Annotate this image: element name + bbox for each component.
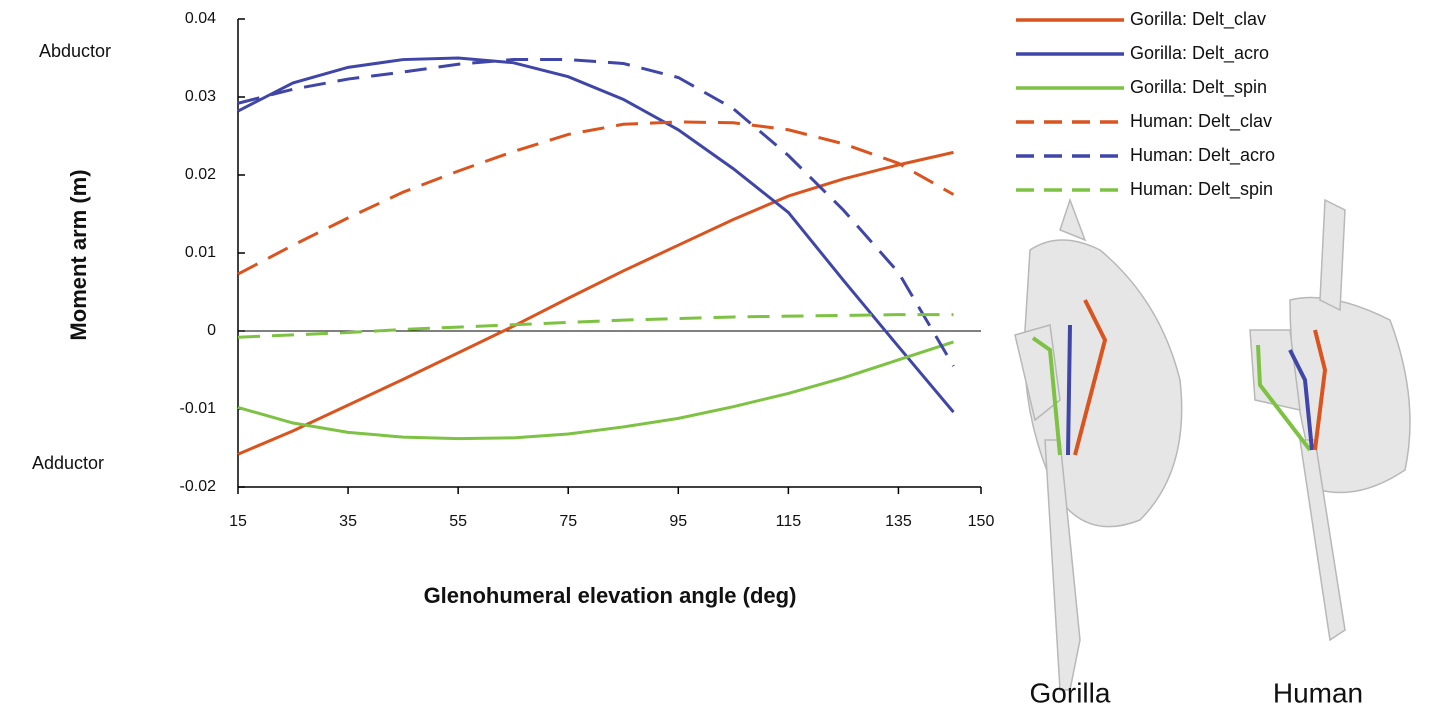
annotation: Abductor: [39, 41, 111, 61]
x-tick-label: 15: [229, 513, 247, 530]
legend-label: Human: Delt_spin: [1130, 179, 1273, 200]
x-tick-label: 55: [449, 513, 467, 530]
series-line: [237, 313, 954, 339]
muscle-path: [1288, 349, 1314, 451]
y-tick-label: 0: [207, 322, 216, 339]
x-tick-label: 115: [776, 513, 802, 530]
y-tick-label: 0.02: [185, 166, 216, 183]
legend-label: Gorilla: Delt_clav: [1130, 9, 1266, 30]
y-tick-label: -0.01: [180, 400, 217, 417]
x-tick-label: 150: [968, 513, 995, 530]
legend-label: Gorilla: Delt_acro: [1130, 43, 1269, 64]
series-line: [237, 120, 955, 276]
series-line: [237, 340, 954, 441]
legend-label: Gorilla: Delt_spin: [1130, 77, 1267, 98]
y-tick-label: 0.03: [185, 88, 216, 105]
x-tick-label: 75: [559, 513, 577, 530]
image-label: Gorilla: [1030, 677, 1111, 708]
y-tick-label: -0.02: [180, 478, 217, 495]
series-line: [237, 58, 955, 367]
annotation: Adductor: [32, 453, 104, 473]
x-tick-label: 35: [339, 513, 357, 530]
legend-label: Human: Delt_clav: [1130, 111, 1272, 132]
x-axis-label: Glenohumeral elevation angle (deg): [424, 583, 797, 608]
muscle-path: [1031, 336, 1062, 456]
image-label: Human: [1273, 677, 1363, 708]
muscle-path: [1073, 299, 1108, 456]
muscle-path: [1313, 329, 1328, 451]
x-tick-label: 95: [669, 513, 687, 530]
muscle-path: [1066, 324, 1072, 456]
muscle-path: [1256, 344, 1312, 452]
series-line: [237, 150, 954, 456]
legend-label: Human: Delt_acro: [1130, 145, 1275, 166]
y-tick-label: 0.01: [185, 244, 216, 261]
series-line: [237, 56, 955, 414]
y-axis-label: Moment arm (m): [66, 169, 91, 340]
y-tick-label: 0.04: [185, 10, 216, 27]
x-tick-label: 135: [885, 513, 912, 530]
skeleton-illustration: [1014, 197, 1411, 691]
